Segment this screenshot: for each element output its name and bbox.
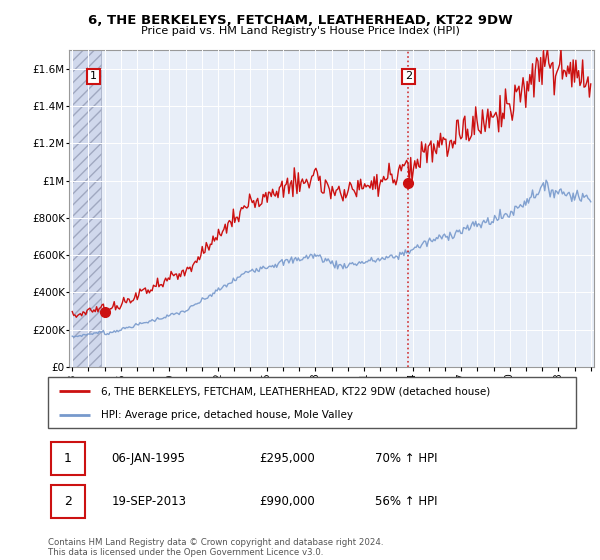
Text: 19-SEP-2013: 19-SEP-2013: [112, 496, 187, 508]
Text: Price paid vs. HM Land Registry's House Price Index (HPI): Price paid vs. HM Land Registry's House …: [140, 26, 460, 36]
Text: 1: 1: [90, 72, 97, 81]
Text: HPI: Average price, detached house, Mole Valley: HPI: Average price, detached house, Mole…: [101, 410, 353, 420]
Text: 6, THE BERKELEYS, FETCHAM, LEATHERHEAD, KT22 9DW (detached house): 6, THE BERKELEYS, FETCHAM, LEATHERHEAD, …: [101, 386, 490, 396]
Text: 2: 2: [64, 496, 72, 508]
FancyBboxPatch shape: [50, 442, 85, 475]
Text: 06-JAN-1995: 06-JAN-1995: [112, 452, 185, 465]
FancyBboxPatch shape: [48, 377, 576, 428]
Bar: [72, 50, 101, 367]
FancyBboxPatch shape: [50, 486, 85, 519]
Text: £295,000: £295,000: [259, 452, 315, 465]
Text: 70% ↑ HPI: 70% ↑ HPI: [376, 452, 438, 465]
Text: 2: 2: [405, 72, 412, 81]
Text: 56% ↑ HPI: 56% ↑ HPI: [376, 496, 438, 508]
Text: 6, THE BERKELEYS, FETCHAM, LEATHERHEAD, KT22 9DW: 6, THE BERKELEYS, FETCHAM, LEATHERHEAD, …: [88, 14, 512, 27]
Text: 1: 1: [64, 452, 72, 465]
Text: £990,000: £990,000: [259, 496, 315, 508]
Text: Contains HM Land Registry data © Crown copyright and database right 2024.
This d: Contains HM Land Registry data © Crown c…: [48, 538, 383, 557]
